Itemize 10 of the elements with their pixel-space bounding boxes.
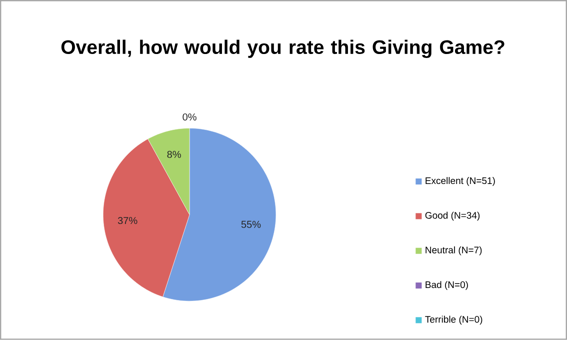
legend-label: Bad (N=0) <box>426 281 468 290</box>
legend-label: Good (N=34) <box>425 212 480 221</box>
legend-label: Neutral (N=7) <box>426 246 482 256</box>
legend-label: Excellent (N=51) <box>426 177 495 186</box>
data-label: 37% <box>118 217 138 224</box>
data-label: 55% <box>241 220 261 228</box>
chart-title: Overall, how would you rate this Giving Game? <box>61 40 504 58</box>
data-label: 8% <box>167 150 181 158</box>
legend-label: Terrible (N=0) <box>425 316 482 325</box>
text: 0% <box>182 114 196 121</box>
